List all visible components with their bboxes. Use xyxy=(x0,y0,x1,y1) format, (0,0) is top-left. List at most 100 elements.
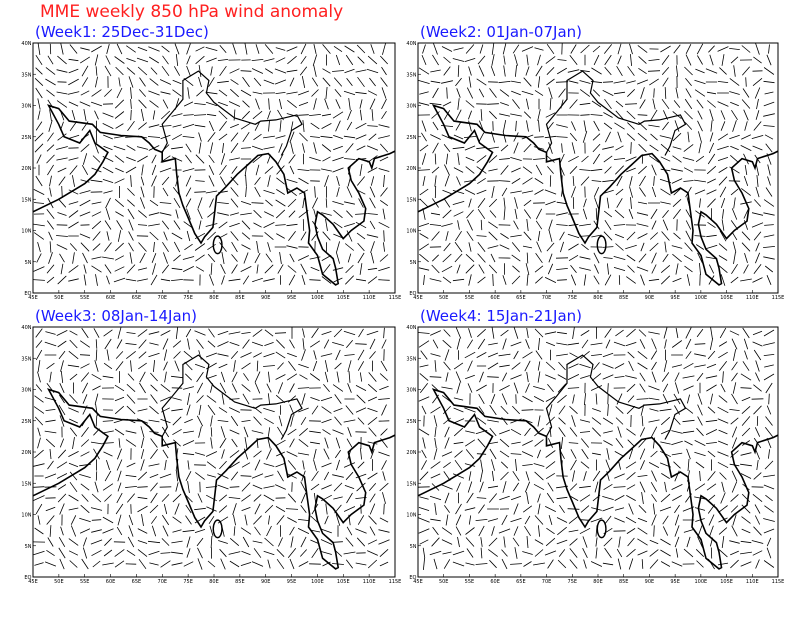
lon-label: 50E xyxy=(439,295,449,301)
lat-label: 5N xyxy=(25,544,32,550)
lat-label: 25N xyxy=(406,135,416,141)
lon-label: 70E xyxy=(542,295,552,301)
lon-label: 115E xyxy=(772,295,785,301)
lat-label: 40N xyxy=(21,325,31,331)
figure-title: MME weekly 850 hPa wind anomaly xyxy=(40,2,343,22)
lon-label: 55E xyxy=(465,295,475,301)
lon-label: 65E xyxy=(516,295,526,301)
lat-label: 20N xyxy=(406,450,416,456)
lon-label: 100E xyxy=(695,579,708,585)
lat-label: 20N xyxy=(406,166,416,172)
lon-label: 95E xyxy=(670,579,680,585)
wind-vectors xyxy=(32,327,390,570)
lon-label: 55E xyxy=(465,579,475,585)
lon-label: 65E xyxy=(132,295,142,301)
sri-lanka xyxy=(212,235,223,255)
map-frame xyxy=(32,42,396,294)
lon-label: 105E xyxy=(720,579,733,585)
lon-label: 45E xyxy=(28,579,38,585)
lon-label: 70E xyxy=(158,579,168,585)
lat-label: 30N xyxy=(406,104,416,110)
coastline xyxy=(417,104,779,286)
map-panel: (Week2: 01Jan-07Jan) 45E 50E 55E 60E 65E 70E 75… xyxy=(406,23,784,301)
lat-label: 5N xyxy=(25,260,32,266)
lat-label: 25N xyxy=(21,135,31,141)
lat-label: 15N xyxy=(406,197,416,203)
lon-label: 45E xyxy=(413,579,423,585)
lat-label: 30N xyxy=(21,104,31,110)
panel-title: (Week1: 25Dec-31Dec) xyxy=(35,23,209,41)
map-panel: (Week3: 08Jan-14Jan) 45E 50E 55E 60E 65E 70E 75… xyxy=(21,307,401,585)
map-frame xyxy=(417,42,779,294)
lon-label: 90E xyxy=(261,295,271,301)
lon-label: 60E xyxy=(490,579,500,585)
border xyxy=(545,354,687,440)
lon-label: 60E xyxy=(106,295,116,301)
coastline xyxy=(32,104,396,286)
lon-label: 65E xyxy=(132,579,142,585)
wind-vectors xyxy=(418,327,775,570)
lon-label: 60E xyxy=(490,295,500,301)
lon-label: 115E xyxy=(389,579,402,585)
lon-label: 75E xyxy=(183,579,193,585)
lat-label: 5N xyxy=(410,260,417,266)
panel-title: (Week2: 01Jan-07Jan) xyxy=(420,23,582,41)
lon-label: 85E xyxy=(235,579,245,585)
sri-lanka xyxy=(212,519,223,539)
lon-label: 110E xyxy=(746,579,759,585)
lon-label: 50E xyxy=(54,295,64,301)
border xyxy=(161,70,303,156)
lon-label: 105E xyxy=(337,579,350,585)
map-panel: (Week4: 15Jan-21Jan) 45E 50E 55E 60E 65E 70E 75… xyxy=(406,307,784,585)
lon-label: 85E xyxy=(235,295,245,301)
lat-label: 40N xyxy=(21,41,31,47)
lat-label: 5N xyxy=(410,544,417,550)
lat-label: 10N xyxy=(406,513,416,519)
lon-label: 90E xyxy=(645,579,655,585)
lon-label: 90E xyxy=(645,295,655,301)
lat-label: 10N xyxy=(21,229,31,235)
coastline xyxy=(32,388,396,570)
wind-vectors xyxy=(33,43,390,286)
lon-label: 60E xyxy=(106,579,116,585)
lat-label: 15N xyxy=(21,197,31,203)
panel-title: (Week3: 08Jan-14Jan) xyxy=(35,307,197,325)
coastline xyxy=(417,388,779,570)
border xyxy=(161,354,303,440)
lon-label: 75E xyxy=(568,579,578,585)
lon-label: 95E xyxy=(287,579,297,585)
lon-label: 115E xyxy=(389,295,402,301)
lat-label: 25N xyxy=(21,419,31,425)
lat-label: EQ xyxy=(409,291,416,297)
lon-label: 65E xyxy=(516,579,526,585)
lat-label: 30N xyxy=(406,388,416,394)
lat-label: EQ xyxy=(24,575,31,581)
lat-label: 25N xyxy=(406,419,416,425)
lon-label: 105E xyxy=(337,295,350,301)
lat-label: 20N xyxy=(21,450,31,456)
lon-label: 70E xyxy=(542,579,552,585)
lon-label: 80E xyxy=(593,579,603,585)
lon-label: 80E xyxy=(209,579,219,585)
lat-label: 35N xyxy=(21,72,31,78)
lon-label: 110E xyxy=(746,295,759,301)
lon-label: 45E xyxy=(28,295,38,301)
lat-label: 15N xyxy=(406,481,416,487)
lon-label: 70E xyxy=(158,295,168,301)
lat-label: 15N xyxy=(21,481,31,487)
lat-label: 35N xyxy=(21,356,31,362)
lon-label: 100E xyxy=(311,295,324,301)
lon-label: 75E xyxy=(568,295,578,301)
lon-label: 45E xyxy=(413,295,423,301)
wind-vectors xyxy=(418,43,775,287)
lat-label: 10N xyxy=(21,513,31,519)
lat-label: 35N xyxy=(406,356,416,362)
lat-label: 40N xyxy=(406,41,416,47)
lon-label: 50E xyxy=(54,579,64,585)
lon-label: 55E xyxy=(80,579,90,585)
lon-label: 115E xyxy=(772,579,785,585)
lon-label: 105E xyxy=(720,295,733,301)
lon-label: 80E xyxy=(209,295,219,301)
lat-label: EQ xyxy=(24,291,31,297)
